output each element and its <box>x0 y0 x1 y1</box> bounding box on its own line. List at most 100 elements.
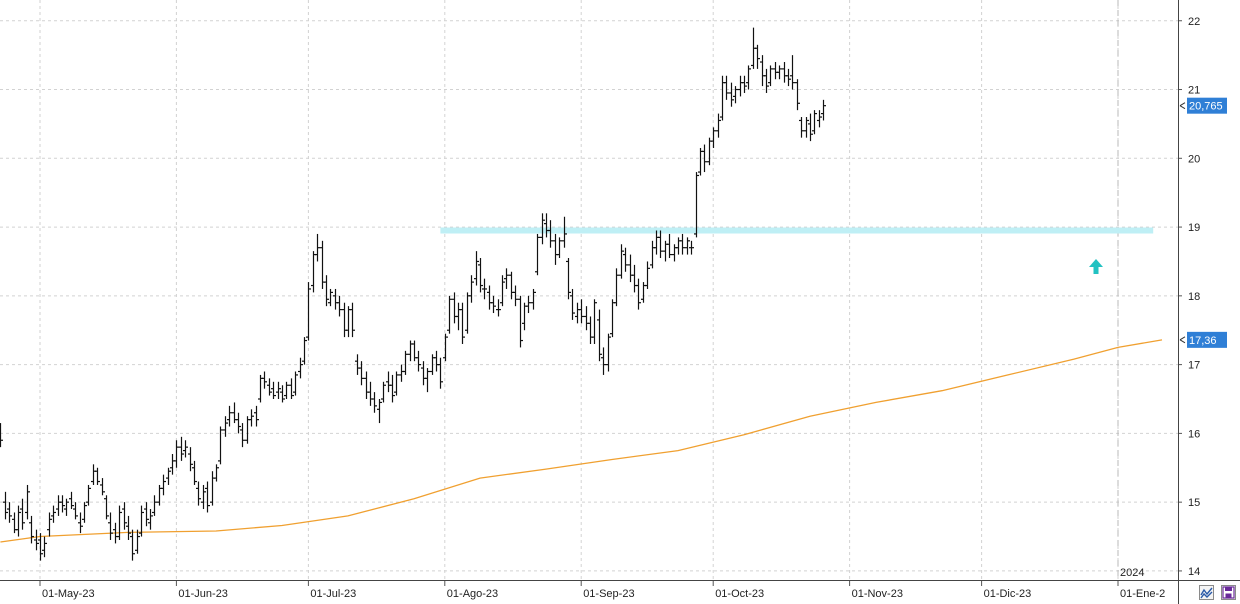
ohlc-bar <box>179 436 184 461</box>
ohlc-bar <box>139 505 144 537</box>
ohlc-bar <box>742 75 747 93</box>
ohlc-bar <box>210 471 215 506</box>
ohlc-bar <box>324 275 329 307</box>
ohlc-bar <box>258 374 263 403</box>
ohlc-bar <box>817 110 822 128</box>
ohlc-bar <box>526 295 531 314</box>
ohlc-bar <box>658 230 663 259</box>
ohlc-bar <box>161 474 166 496</box>
ohlc-bar <box>284 381 289 399</box>
ohlc-bar <box>386 371 391 393</box>
moving-average-line <box>0 339 1163 543</box>
x-tick-label: 01-Sep-23 <box>583 588 634 600</box>
ohlc-bar <box>368 381 373 406</box>
chart-type-button[interactable] <box>1199 585 1214 600</box>
ohlc-bar <box>623 247 628 272</box>
ohlc-bar <box>306 282 311 341</box>
ohlc-bar <box>601 347 606 375</box>
ohlc-bar <box>245 416 250 444</box>
ohlc-bar <box>799 117 804 138</box>
buy-signal-arrow <box>1089 258 1103 274</box>
chart-type-icon <box>1200 587 1213 599</box>
ohlc-bar <box>289 378 294 399</box>
ohlc-bar <box>650 240 655 269</box>
ohlc-bar <box>342 302 347 338</box>
ohlc-bar <box>276 381 281 399</box>
ohlc-bar <box>474 251 479 286</box>
ohlc-bar <box>694 172 699 238</box>
x-tick-label: 01-Nov-23 <box>852 588 903 600</box>
ohlc-bar <box>95 467 100 485</box>
save-button[interactable] <box>1221 585 1236 600</box>
ohlc-bar <box>707 137 712 166</box>
ohlc-bar <box>390 374 395 403</box>
price-bars <box>0 27 826 561</box>
ohlc-bar <box>557 237 562 259</box>
ohlc-bar <box>240 423 245 448</box>
x-tick-label: 01-Jul-23 <box>310 588 356 600</box>
moving-average-tag: 17,36 <box>1179 331 1227 348</box>
x-tick-label: 01-Ago-23 <box>447 588 498 600</box>
ohlc-bar <box>25 484 30 520</box>
ohlc-bar <box>540 213 545 245</box>
x-tick-label: 01-Jun-23 <box>178 588 228 600</box>
ohlc-bar <box>293 371 298 396</box>
ohlc-bar <box>100 478 105 496</box>
ohlc-bar <box>804 117 809 138</box>
ohlc-bar <box>47 512 52 537</box>
ohlc-bar <box>636 278 641 310</box>
ohlc-bar <box>91 464 96 485</box>
ohlc-bar <box>130 529 135 561</box>
resistance-zone <box>440 227 1154 234</box>
ohlc-bar <box>487 285 492 310</box>
ohlc-bar <box>78 512 83 534</box>
ohlc-bar <box>122 502 127 530</box>
y-tick-label: 17 <box>1188 360 1200 372</box>
ohlc-bar <box>456 302 461 331</box>
ohlc-bar <box>509 271 514 300</box>
ohlc-bar <box>328 288 333 307</box>
year-label: 2024 <box>1120 567 1144 579</box>
ohlc-bar <box>64 498 69 516</box>
ohlc-bar <box>346 306 351 338</box>
ohlc-bar <box>575 302 580 324</box>
ohlc-bar <box>790 55 795 90</box>
ohlc-bar <box>491 295 496 314</box>
y-tick-label: 14 <box>1188 566 1200 578</box>
ohlc-bar <box>126 515 131 540</box>
ohlc-bar <box>267 378 272 396</box>
ohlc-bar <box>443 333 448 362</box>
ohlc-bar <box>795 79 800 111</box>
ohlc-bar <box>108 512 113 540</box>
ohlc-bar <box>566 258 571 300</box>
ohlc-bar <box>452 292 457 324</box>
ohlc-bar <box>729 82 734 107</box>
ohlc-bar <box>672 244 677 262</box>
ohlc-bar <box>553 233 558 265</box>
ohlc-bar <box>350 302 355 338</box>
ohlc-bar <box>808 113 813 142</box>
ohlc-bar <box>227 405 232 427</box>
ohlc-bar <box>315 233 320 262</box>
ohlc-bar <box>628 254 633 283</box>
ohlc-bar <box>29 515 34 544</box>
ohlc-bar <box>201 484 206 510</box>
last-price-tag: 20,765 <box>1179 97 1227 114</box>
ohlc-bar <box>434 350 439 372</box>
ohlc-bar <box>337 295 342 317</box>
ohlc-bar <box>205 481 210 513</box>
ohlc-bar <box>689 240 694 255</box>
ohlc-bar <box>812 110 817 135</box>
ohlc-bar <box>531 288 536 310</box>
ohlc-bar <box>280 385 285 403</box>
ohlc-bar <box>254 405 259 427</box>
save-icon <box>1222 586 1235 599</box>
resistance-band <box>440 227 1154 234</box>
ohlc-bar <box>716 113 721 138</box>
ohlc-bar <box>359 361 364 386</box>
ohlc-bar <box>676 237 681 255</box>
ohlc-bar <box>34 529 39 551</box>
ohlc-bar <box>117 505 122 540</box>
